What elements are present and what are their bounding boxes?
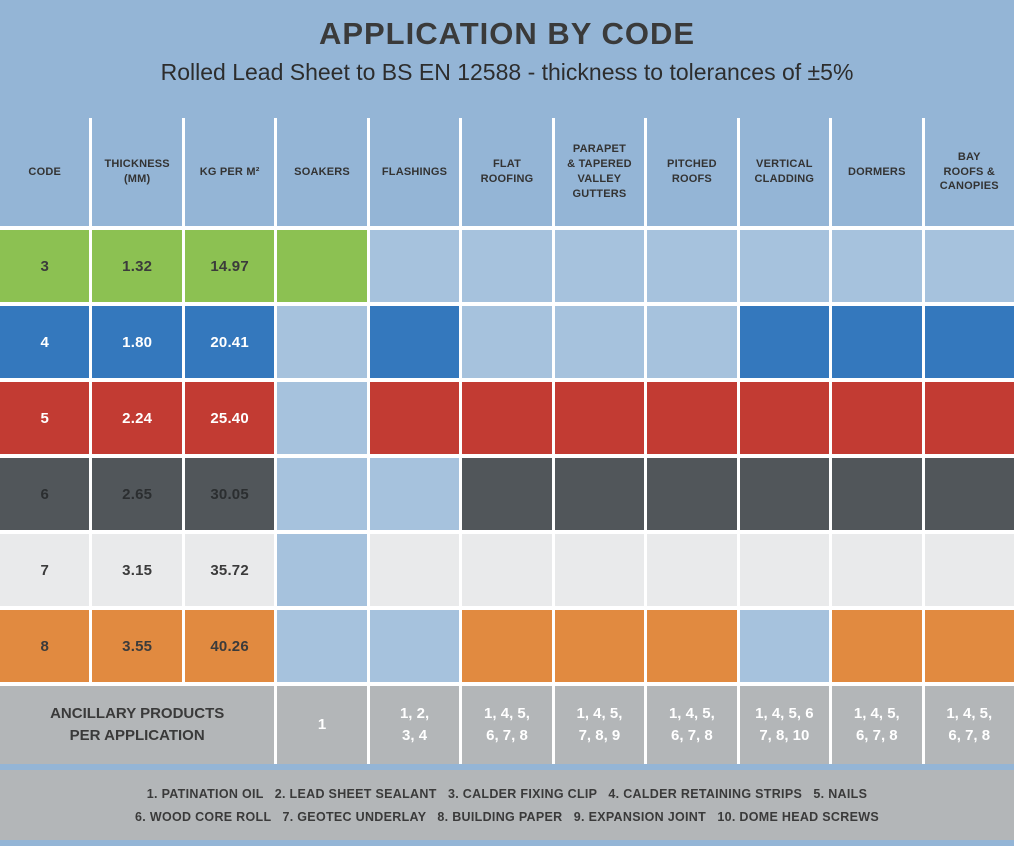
page-subtitle: Rolled Lead Sheet to BS EN 12588 - thick… xyxy=(160,59,854,85)
cell-row4-vertical-cladding xyxy=(739,306,830,378)
cell-row5-flashings xyxy=(369,382,460,454)
ancillary-products-label: ANCILLARY PRODUCTS PER APPLICATION xyxy=(0,686,275,764)
cell-row3-pitched-roofs xyxy=(647,230,737,302)
cell-row5-vertical-cladding xyxy=(739,382,830,454)
header-vertical-cladding: VERTICAL CLADDING xyxy=(739,118,830,226)
ancillary-dormers: 1, 4, 5, 6, 7, 8 xyxy=(832,686,922,764)
cell-row4-kg-per-m2: 20.41 xyxy=(184,306,275,378)
cell-row3-thickness: 1.32 xyxy=(92,230,182,302)
cell-row6-pitched-roofs xyxy=(647,458,737,530)
cell-row3-kg-per-m2: 14.97 xyxy=(184,230,275,302)
legend-line-1: 1. PATINATION OIL 2. LEAD SHEET SEALANT … xyxy=(146,786,868,801)
cell-row5-dormers xyxy=(832,382,922,454)
cell-row5-parapet-gutters xyxy=(554,382,645,454)
cell-row8-pitched-roofs xyxy=(647,610,737,682)
cell-row7-bay-roofs xyxy=(924,534,1014,606)
ancillary-parapet-gutters: 1, 4, 5, 7, 8, 9 xyxy=(554,686,645,764)
ancillary-bay-roofs: 1, 4, 5, 6, 7, 8 xyxy=(924,686,1014,764)
title-area: APPLICATION BY CODE Rolled Lead Sheet to… xyxy=(0,0,1014,118)
header-pitched-roofs: PITCHED ROOFS xyxy=(647,118,737,226)
cell-row8-flashings xyxy=(369,610,460,682)
ancillary-flashings: 1, 2, 3, 4 xyxy=(369,686,460,764)
cell-row6-vertical-cladding xyxy=(739,458,830,530)
cell-row5-flat-roofing xyxy=(462,382,552,454)
header-flat-roofing: FLAT ROOFING xyxy=(462,118,552,226)
cell-row4-bay-roofs xyxy=(924,306,1014,378)
cell-row7-flashings xyxy=(369,534,460,606)
cell-row6-flat-roofing xyxy=(462,458,552,530)
cell-row4-flashings xyxy=(369,306,460,378)
header-code: CODE xyxy=(0,118,90,226)
cell-row6-kg-per-m2: 30.05 xyxy=(184,458,275,530)
cell-row3-code: 3 xyxy=(0,230,90,302)
cell-row4-pitched-roofs xyxy=(647,306,737,378)
cell-row7-soakers xyxy=(277,534,367,606)
cell-row6-flashings xyxy=(369,458,460,530)
cell-row4-code: 4 xyxy=(0,306,90,378)
cell-row7-kg-per-m2: 35.72 xyxy=(184,534,275,606)
cell-row8-dormers xyxy=(832,610,922,682)
legend-line-2: 6. WOOD CORE ROLL 7. GEOTEC UNDERLAY 8. … xyxy=(135,809,879,824)
cell-row3-dormers xyxy=(832,230,922,302)
cell-row7-dormers xyxy=(832,534,922,606)
cell-row8-flat-roofing xyxy=(462,610,552,682)
page-title: APPLICATION BY CODE xyxy=(318,16,696,51)
cell-row4-thickness: 1.80 xyxy=(92,306,182,378)
cell-row3-soakers xyxy=(277,230,367,302)
cell-row3-flashings xyxy=(369,230,460,302)
cell-row7-parapet-gutters xyxy=(554,534,645,606)
cell-row6-soakers xyxy=(277,458,367,530)
cell-row6-dormers xyxy=(832,458,922,530)
cell-row4-soakers xyxy=(277,306,367,378)
cell-row8-code: 8 xyxy=(0,610,90,682)
cell-row8-bay-roofs xyxy=(924,610,1014,682)
cell-row8-thickness: 3.55 xyxy=(92,610,182,682)
ancillary-flat-roofing: 1, 4, 5, 6, 7, 8 xyxy=(462,686,552,764)
cell-row5-code: 5 xyxy=(0,382,90,454)
cell-row7-flat-roofing xyxy=(462,534,552,606)
cell-row6-bay-roofs xyxy=(924,458,1014,530)
cell-row7-code: 7 xyxy=(0,534,90,606)
cell-row7-pitched-roofs xyxy=(647,534,737,606)
ancillary-pitched-roofs: 1, 4, 5, 6, 7, 8 xyxy=(647,686,737,764)
cell-row6-code: 6 xyxy=(0,458,90,530)
ancillary-soakers: 1 xyxy=(277,686,367,764)
cell-row7-thickness: 3.15 xyxy=(92,534,182,606)
cell-row5-pitched-roofs xyxy=(647,382,737,454)
header-flashings: FLASHINGS xyxy=(369,118,460,226)
header-soakers: SOAKERS xyxy=(277,118,367,226)
header-parapet-gutters: PARAPET & TAPERED VALLEY GUTTERS xyxy=(554,118,645,226)
cell-row6-thickness: 2.65 xyxy=(92,458,182,530)
cell-row5-soakers xyxy=(277,382,367,454)
header-dormers: DORMERS xyxy=(832,118,922,226)
cell-row4-flat-roofing xyxy=(462,306,552,378)
header-kg-per-m2: KG PER M² xyxy=(184,118,275,226)
header-bay-roofs-canopies: BAY ROOFS & CANOPIES xyxy=(924,118,1014,226)
cell-row8-vertical-cladding xyxy=(739,610,830,682)
ancillary-products-legend: 1. PATINATION OIL 2. LEAD SHEET SEALANT … xyxy=(0,770,1014,840)
cell-row8-soakers xyxy=(277,610,367,682)
cell-row8-parapet-gutters xyxy=(554,610,645,682)
cell-row3-flat-roofing xyxy=(462,230,552,302)
cell-row3-vertical-cladding xyxy=(739,230,830,302)
cell-row5-bay-roofs xyxy=(924,382,1014,454)
cell-row4-dormers xyxy=(832,306,922,378)
header-thickness-mm: THICKNESS (MM) xyxy=(92,118,182,226)
cell-row4-parapet-gutters xyxy=(554,306,645,378)
cell-row3-bay-roofs xyxy=(924,230,1014,302)
cell-row3-parapet-gutters xyxy=(554,230,645,302)
cell-row6-parapet-gutters xyxy=(554,458,645,530)
cell-row8-kg-per-m2: 40.26 xyxy=(184,610,275,682)
cell-row5-thickness: 2.24 xyxy=(92,382,182,454)
cell-row5-kg-per-m2: 25.40 xyxy=(184,382,275,454)
cell-row7-vertical-cladding xyxy=(739,534,830,606)
application-table: CODE THICKNESS (MM) KG PER M² SOAKERS FL… xyxy=(0,118,1014,764)
ancillary-vertical-cladding: 1, 4, 5, 6 7, 8, 10 xyxy=(739,686,830,764)
